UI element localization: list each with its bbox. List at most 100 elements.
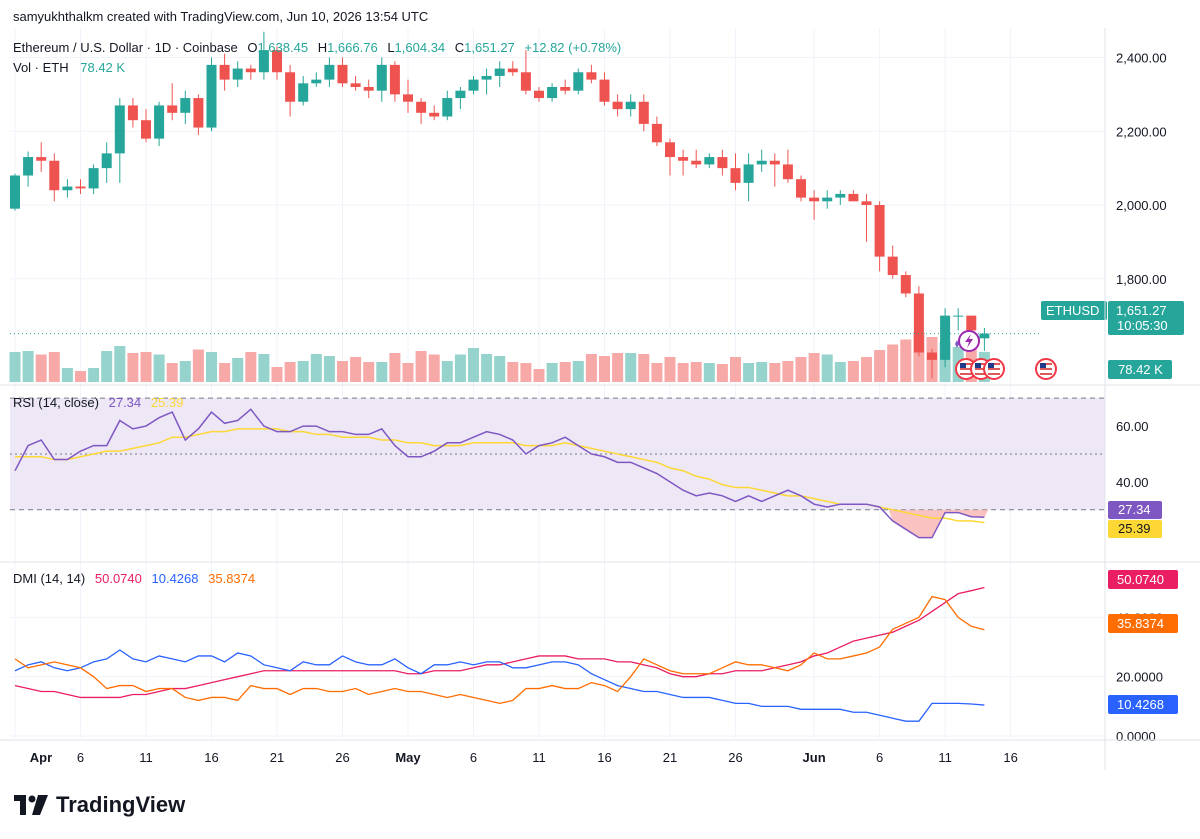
candle-body [10, 175, 20, 209]
candle-body [481, 75, 492, 80]
volume-bar [88, 368, 100, 382]
rsi-axis-tick: 60.00 [1116, 419, 1149, 434]
open-value: 1,638.45 [257, 40, 309, 55]
candle-body [913, 293, 924, 353]
volume-bar [22, 351, 34, 382]
rsi-badge-text: 27.34 [1118, 502, 1151, 517]
candle-body [232, 68, 243, 80]
minus-di-line [14, 595, 985, 705]
volume-bar [847, 361, 859, 382]
volume-bar [245, 352, 257, 382]
dmi-axis-tick: 20.0000 [1116, 670, 1163, 685]
volume-bar [690, 362, 702, 382]
volume-bar [507, 362, 519, 382]
candle-body [900, 275, 911, 294]
candle-body [429, 112, 440, 117]
volume-badge-text: 78.42 K [1118, 362, 1163, 377]
watermark-text: samyukhthalkm created with TradingView.c… [13, 9, 429, 24]
candle-body [324, 64, 335, 80]
candle-body [874, 205, 885, 257]
candle-body [127, 105, 138, 121]
price-legend: Ethereum / U.S. Dollar · 1D · Coinbase O… [13, 40, 621, 55]
candle-body [468, 79, 479, 91]
candle-body [298, 83, 309, 102]
volume-bar [625, 353, 637, 382]
change-value: +12.82 (+0.78%) [524, 40, 622, 55]
flag-canton [1040, 363, 1046, 368]
rsi-badge-bg [1108, 501, 1162, 519]
volume-bar [363, 362, 375, 382]
flag-canton [988, 363, 994, 368]
candle-body [861, 201, 872, 205]
lightning-bolt [965, 334, 973, 348]
volume-bar [572, 361, 584, 382]
candle-body [363, 87, 374, 91]
volume-bar [874, 350, 886, 382]
candle-body [154, 105, 165, 139]
candle-body [141, 120, 151, 139]
us-flag-icon [1035, 358, 1057, 380]
candle-body [796, 179, 806, 198]
symbol-label: Ethereum / U.S. Dollar · 1D · Coinbase [13, 40, 238, 55]
candle-body [730, 168, 741, 183]
tradingview-logo-icon [14, 795, 48, 815]
time-axis-tick: 6 [470, 750, 477, 765]
candle-body [507, 68, 518, 73]
dmi-axis-tick: 0.0000 [1116, 729, 1156, 744]
volume-bar [232, 358, 244, 382]
time-axis-tick: 16 [1003, 750, 1017, 765]
low-label: L [387, 40, 395, 55]
volume-label: Vol · ETH [13, 60, 69, 75]
candle-body [494, 68, 505, 76]
volume-bar [376, 362, 388, 382]
candle-body [835, 193, 846, 198]
price-badge-text: 1,651.27 [1116, 303, 1167, 318]
candle-body [88, 168, 99, 189]
symbol-badge-text: ETHUSD [1046, 303, 1099, 318]
price-axis-tick: 2,200.00 [1116, 124, 1167, 139]
rsi-ma-badge-text: 25.39 [1118, 521, 1151, 536]
volume-bar [756, 362, 768, 382]
candle-body [586, 72, 597, 80]
volume-bar [310, 354, 322, 382]
volume-bar [441, 361, 453, 382]
volume-bar [192, 349, 204, 382]
volume-bar [127, 353, 139, 382]
time-axis-tick: 6 [876, 750, 883, 765]
time-axis-tick: 11 [139, 750, 153, 765]
candle-body [350, 83, 361, 87]
volume-bar [861, 357, 872, 382]
candle-body [376, 64, 387, 91]
rsi-line [14, 408, 985, 539]
candle-body [285, 72, 296, 102]
time-axis-tick: 21 [663, 750, 677, 765]
adx-badge-bg [1108, 570, 1178, 589]
candle-body [547, 87, 558, 99]
time-axis-tick: May [395, 750, 421, 765]
rsi-value: 27.34 [108, 395, 142, 410]
price-badge-bg [1108, 301, 1184, 335]
candle-body [743, 164, 754, 183]
volume-bar [350, 357, 362, 382]
volume-badge-bg [1108, 360, 1172, 379]
candle-body [717, 157, 728, 169]
volume-bar [61, 368, 73, 382]
plus-di-line [14, 649, 985, 722]
candle-body [822, 197, 833, 202]
volume-bar [599, 356, 610, 382]
adx-line [14, 586, 985, 699]
volume-bar [769, 363, 781, 382]
candle-body [599, 79, 610, 102]
open-label: O [247, 40, 258, 55]
volume-bar [206, 352, 217, 382]
volume-bar [337, 361, 348, 382]
minus-di-badge-text: 35.8374 [1117, 616, 1164, 631]
dmi-legend: DMI (14, 14) 50.0740 10.4268 35.8374 [13, 571, 255, 586]
candle-body [206, 64, 217, 128]
symbol-badge-bg [1041, 301, 1107, 320]
rsi-label: RSI (14, close) [13, 395, 99, 410]
volume-bar [677, 363, 689, 382]
plus-di-badge-bg [1108, 695, 1178, 714]
volume-bar [323, 356, 335, 382]
